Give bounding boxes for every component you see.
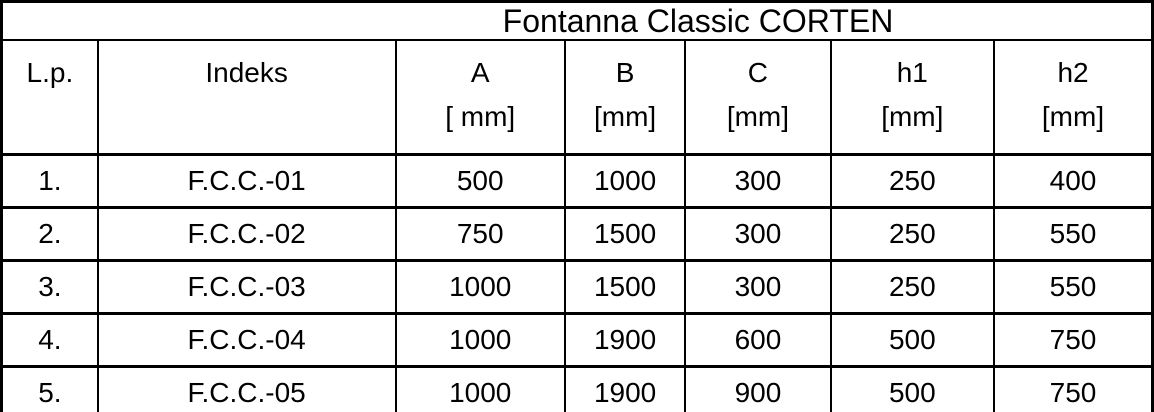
cell-a: 1000: [394, 365, 566, 412]
column-header-unit: [ mm]: [445, 101, 516, 132]
cell-c: 300: [684, 259, 832, 315]
cell-indeks: F.C.C.-04: [96, 312, 397, 368]
cell-b: 1900: [563, 365, 687, 412]
column-header-unit: [mm]: [1041, 101, 1105, 132]
column-header-b: B [mm]: [563, 39, 687, 156]
cell-indeks: F.C.C.-03: [96, 259, 397, 315]
cell-a: 1000: [394, 312, 566, 368]
table-title: Fontanna Classic CORTEN: [502, 3, 894, 39]
cell-h1: 500: [829, 365, 996, 412]
column-header-h1: h1 [mm]: [829, 39, 996, 156]
column-header-label: B: [615, 57, 635, 88]
column-header-label: A: [470, 57, 490, 88]
cell-h2: 400: [993, 153, 1154, 209]
cell-h2: 750: [993, 365, 1154, 412]
cell-lp: 4.: [0, 312, 99, 368]
column-header-unit: [mm]: [881, 101, 944, 132]
cell-h1: 250: [829, 206, 996, 262]
cell-c: 900: [684, 365, 832, 412]
column-header-unit: [mm]: [593, 101, 657, 132]
cell-lp: 3.: [0, 259, 99, 315]
cell-a: 1000: [394, 259, 566, 315]
column-header-label: h2: [1057, 57, 1089, 88]
column-header-unit: [mm]: [726, 101, 790, 132]
column-header-label: h1: [896, 57, 928, 88]
table-row: 4. F.C.C.-04 1000 1900 600 500 750: [0, 312, 1154, 368]
cell-c: 300: [684, 206, 832, 262]
cell-b: 1000: [563, 153, 687, 209]
table-row: 2. F.C.C.-02 750 1500 300 250 550: [0, 206, 1154, 262]
table-row: 1. F.C.C.-01 500 1000 300 250 400: [0, 153, 1154, 209]
cell-h1: 500: [829, 312, 996, 368]
cell-h1: 250: [829, 153, 996, 209]
cell-lp: 1.: [0, 153, 99, 209]
column-header-a: A [ mm]: [394, 39, 566, 156]
table-title-cell: Fontanna Classic CORTEN: [0, 0, 1154, 41]
cell-h2: 750: [993, 312, 1154, 368]
cell-lp: 2.: [0, 206, 99, 262]
cell-c: 600: [684, 312, 832, 368]
column-header-lp: L.p.: [0, 39, 99, 156]
cell-a: 500: [394, 153, 566, 209]
cell-h2: 550: [993, 259, 1154, 315]
column-header-label: C: [747, 57, 769, 88]
column-header-label: L.p.: [26, 57, 74, 88]
cell-a: 750: [394, 206, 566, 262]
cell-b: 1500: [563, 206, 687, 262]
cell-lp: 5.: [0, 365, 99, 412]
table-header-row: L.p. Indeks A [ mm] B [mm] C [mm] h1 [mm: [0, 39, 1154, 156]
cell-h2: 550: [993, 206, 1154, 262]
table-row: 5. F.C.C.-05 1000 1900 900 500 750: [0, 365, 1154, 412]
column-header-label: Indeks: [205, 57, 288, 88]
cell-c: 300: [684, 153, 832, 209]
cell-indeks: F.C.C.-01: [96, 153, 397, 209]
table-row: 3. F.C.C.-03 1000 1500 300 250 550: [0, 259, 1154, 315]
cell-indeks: F.C.C.-02: [96, 206, 397, 262]
table-title-row: Fontanna Classic CORTEN: [0, 0, 1154, 41]
cell-indeks: F.C.C.-05: [96, 365, 397, 412]
cell-h1: 250: [829, 259, 996, 315]
column-header-c: C [mm]: [684, 39, 832, 156]
column-header-indeks: Indeks: [96, 39, 397, 156]
cell-b: 1500: [563, 259, 687, 315]
cell-b: 1900: [563, 312, 687, 368]
column-header-h2: h2 [mm]: [993, 39, 1154, 156]
